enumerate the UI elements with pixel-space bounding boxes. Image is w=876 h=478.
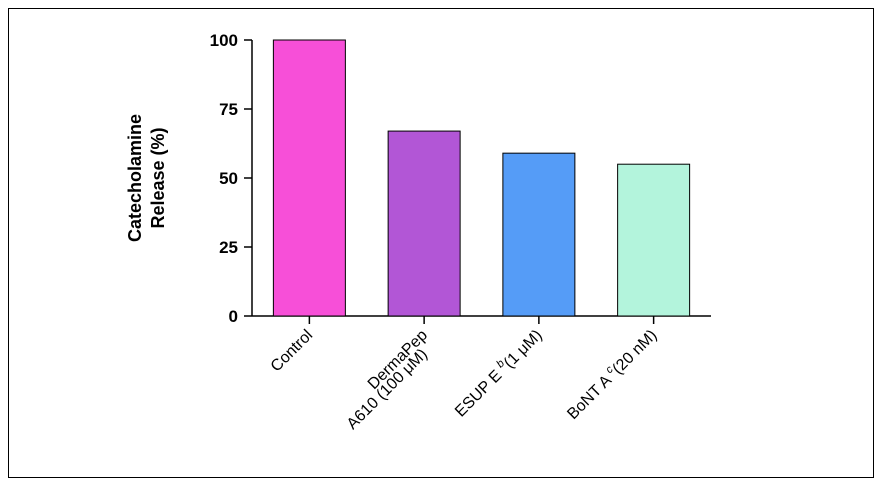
- bar: [272, 39, 346, 317]
- y-tick-label: 100: [210, 31, 238, 50]
- x-tick-label-concentration: (20 nM): [609, 327, 660, 378]
- bar: [617, 163, 691, 317]
- y-tick-label: 75: [219, 100, 238, 119]
- bar-chart: Catecholamine Release (%) 0 25 50 75 100 Cont…: [125, 31, 711, 433]
- y-tick-label: 50: [219, 169, 238, 188]
- x-tick-label: BoNT A c(20 nM): [562, 325, 660, 423]
- x-tick-label: ESUP E b(1 μM): [450, 325, 546, 421]
- y-axis-title-line-1: Catecholamine: [125, 114, 145, 242]
- y-tick-label: 25: [219, 238, 238, 257]
- x-tick-label-main: BoNT A: [564, 370, 617, 423]
- x-tick-label-concentration: (1 μM): [501, 327, 546, 372]
- bar: [502, 152, 576, 317]
- y-axis-title: Catecholamine Release (%): [125, 114, 168, 242]
- x-tick-label: Control: [268, 327, 316, 375]
- y-tick-label: 0: [229, 307, 238, 326]
- y-axis-title-line-2: Release (%): [148, 127, 168, 228]
- x-tick-label-main: ESUP E: [452, 364, 508, 420]
- bar: [387, 130, 461, 317]
